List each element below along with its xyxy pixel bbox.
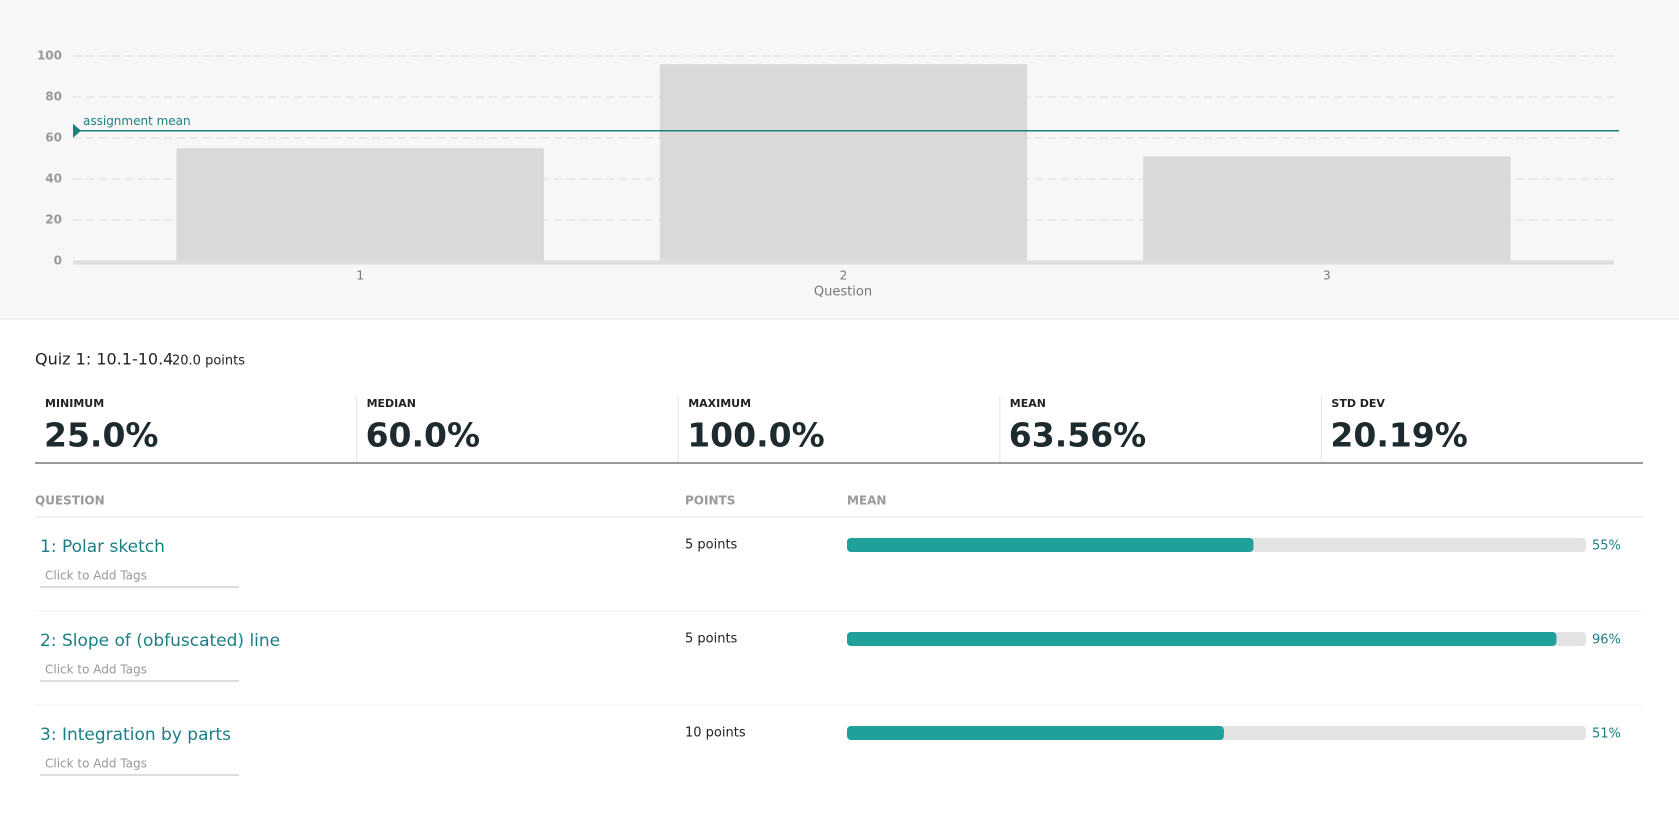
stat-value: 60.0% xyxy=(366,416,481,455)
stat-value: 25.0% xyxy=(44,416,159,455)
question-title[interactable]: 2: Slope of (obfuscated) line xyxy=(40,631,280,651)
x-tick-label: 1 xyxy=(356,269,364,283)
mean-label: assignment mean xyxy=(83,114,191,128)
y-tick-label: 0 xyxy=(54,254,62,268)
stat-value: 20.19% xyxy=(1330,416,1467,455)
mean-bar xyxy=(847,632,1557,646)
stat-label: MAXIMUM xyxy=(688,397,751,410)
bar xyxy=(176,148,544,261)
x-tick-label: 3 xyxy=(1323,269,1331,283)
tag-input[interactable]: Click to Add Tags xyxy=(45,663,147,677)
y-tick-label: 40 xyxy=(45,172,62,186)
quiz-title: Quiz 1: 10.1-10.4 xyxy=(35,350,173,369)
stat-label: MEAN xyxy=(1010,397,1046,410)
column-header: MEAN xyxy=(847,494,886,508)
quiz-points: 20.0 points xyxy=(172,354,245,369)
tag-input[interactable]: Click to Add Tags xyxy=(45,757,147,771)
column-header: POINTS xyxy=(685,494,735,508)
stat-value: 100.0% xyxy=(687,416,824,455)
question-title[interactable]: 1: Polar sketch xyxy=(40,537,165,557)
stat-label: STD DEV xyxy=(1331,397,1385,410)
y-tick-label: 80 xyxy=(45,90,62,104)
bar xyxy=(1143,156,1511,261)
x-tick-label: 2 xyxy=(840,269,848,283)
stat-label: MEDIAN xyxy=(367,397,416,410)
mean-label: 51% xyxy=(1592,727,1621,742)
mean-marker xyxy=(73,123,81,138)
y-tick-label: 20 xyxy=(45,213,62,227)
bar xyxy=(659,64,1028,261)
question-title[interactable]: 3: Integration by parts xyxy=(40,725,231,745)
y-tick-label: 100 xyxy=(37,49,62,63)
mean-label: 96% xyxy=(1592,633,1621,648)
stat-value: 63.56% xyxy=(1009,416,1146,455)
points: 5 points xyxy=(685,538,738,553)
mean-label: 55% xyxy=(1592,539,1621,554)
mean-bar xyxy=(847,726,1224,740)
mean-bar xyxy=(847,538,1254,552)
points: 5 points xyxy=(685,632,738,647)
column-header: QUESTION xyxy=(35,494,105,508)
stat-label: MINIMUM xyxy=(45,397,104,410)
y-tick-label: 60 xyxy=(45,131,62,145)
points: 10 points xyxy=(685,726,746,741)
tag-input[interactable]: Click to Add Tags xyxy=(45,569,147,583)
x-axis-label: Question xyxy=(814,285,872,300)
